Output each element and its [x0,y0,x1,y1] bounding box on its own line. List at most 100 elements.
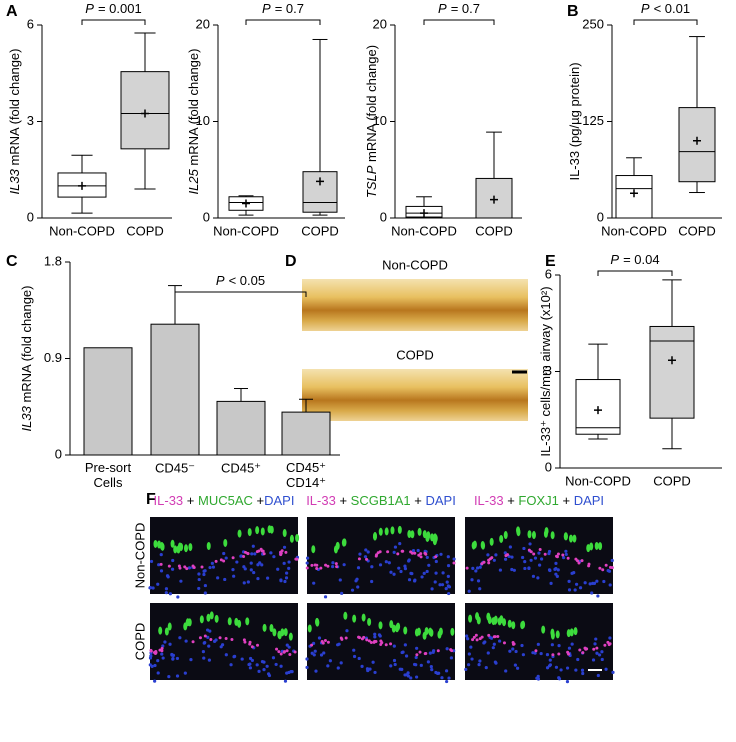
marker-signal [499,534,504,543]
marker-signal [480,540,485,549]
marker-signal [507,619,512,628]
nucleus [503,557,508,561]
image-background [150,603,298,680]
nucleus [319,653,324,657]
nucleus [554,561,558,566]
nucleus [607,569,612,573]
il33-signal [191,640,195,644]
row-label: Non-COPD [132,523,147,589]
x-tick-label: CD45⁻ [155,460,195,475]
nucleus [387,561,391,565]
y-axis-label: IL25 mRNA (fold change) [186,49,201,195]
nucleus [313,649,317,653]
nucleus [559,668,563,672]
marker-signal [416,627,421,636]
marker-signal [403,626,408,635]
il33-signal [603,643,607,647]
y-label-part: mRNA (fold change) [19,286,34,407]
nucleus [486,553,490,557]
marker-signal [468,614,473,623]
y-tick-label: 3 [545,363,552,378]
nucleus [550,643,554,647]
il33-signal [367,639,371,643]
nucleus [378,563,383,567]
nucleus [339,661,343,665]
marker-signal [288,632,293,641]
il33-signal [538,548,542,552]
nucleus [197,577,201,582]
nucleus [312,641,316,645]
nucleus [242,581,246,585]
nucleus [290,670,294,674]
nucleus [467,589,471,593]
nucleus [183,671,187,675]
y-tick-label: 250 [582,16,604,31]
nucleus [352,648,356,652]
y-tick-label: 0.9 [44,350,62,365]
nucleus [536,642,540,646]
il33-signal [344,636,348,640]
nucleus [491,646,495,650]
nucleus [252,570,256,575]
nucleus [148,656,153,660]
il33-signal [230,638,234,642]
nucleus [478,587,482,591]
marker-signal [555,630,560,639]
nucleus [602,579,606,584]
panel-label: F [146,491,156,508]
marker-signal [390,526,395,535]
nucleus [170,567,175,571]
nucleus [337,642,341,646]
nucleus [317,636,322,640]
y-label-part: IL-33⁺ cells/mm airway (x10²) [538,286,553,456]
marker-signal [335,541,340,550]
il33-signal [357,557,361,561]
nucleus [279,664,283,668]
nucleus [574,668,578,672]
nucleus [305,561,309,565]
marker-signal [237,529,242,538]
nucleus [272,555,276,559]
il33-signal [167,564,171,568]
nucleus [322,651,326,655]
marker-signal [410,530,415,539]
nucleus [151,586,155,590]
nucleus [522,546,526,551]
image-background [465,517,613,594]
nucleus [251,544,255,548]
nucleus [483,640,487,644]
nucleus [512,568,516,572]
nucleus [393,545,398,549]
nucleus [567,646,572,650]
marker-signal [437,630,442,639]
x-tick-label: COPD [301,223,339,238]
nucleus [580,668,585,672]
il33-signal [480,635,484,639]
nucleus [283,679,288,683]
x-tick-label: Non-COPD [601,223,667,238]
p-value: P = 0.001 [85,1,141,16]
nucleus [445,647,449,651]
marker-signal [471,541,476,550]
nucleus [595,651,599,655]
il33-signal [581,651,585,655]
nucleus [284,576,289,580]
nucleus [176,595,180,599]
nucleus [553,567,557,571]
nucleus [357,656,361,661]
p-value: P = 0.7 [438,1,480,16]
nucleus [554,665,559,669]
il33-signal [556,552,560,556]
y-tick-label: 20 [373,16,387,31]
nucleus [203,583,207,588]
column-label: IL-33 + SCGB1A1 + DAPI [306,493,456,508]
marker-signal [179,543,184,552]
nucleus [486,651,490,655]
nucleus [545,653,550,657]
nucleus [573,588,577,592]
nucleus [591,581,595,585]
nucleus [545,666,550,670]
marker-signal [269,624,274,633]
il33-signal [374,639,378,643]
nucleus [470,578,474,582]
